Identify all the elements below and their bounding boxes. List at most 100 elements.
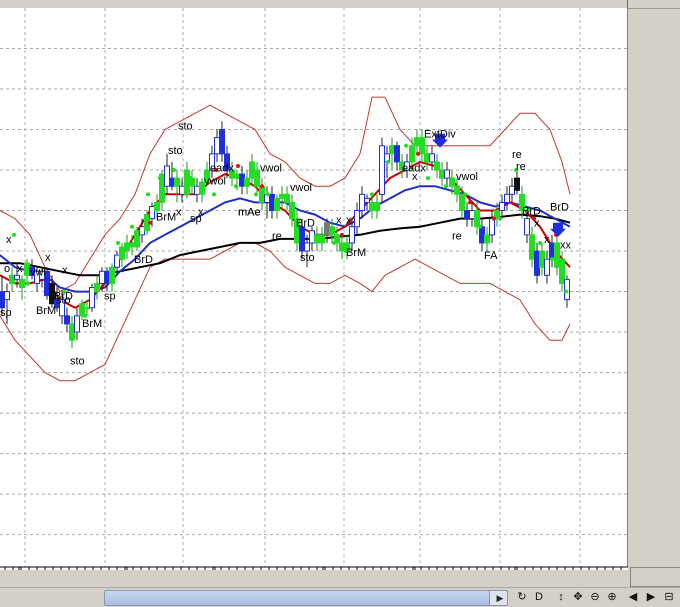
signal-dot-red (468, 200, 472, 205)
candle-body (104, 270, 110, 284)
horizontal-scrollbar[interactable]: ▶ (104, 590, 508, 606)
annotation-label: sp (104, 291, 116, 303)
arrow-down-marker (432, 133, 448, 148)
candle-body (374, 201, 380, 212)
signal-dot (172, 168, 176, 173)
annotation-label: BrM (36, 305, 56, 317)
candle-body (554, 242, 560, 268)
annotation-label: BrD (296, 218, 315, 230)
candle-body (309, 230, 315, 244)
candle-body (324, 222, 330, 236)
annotation-label: BrM (82, 318, 102, 330)
ma-long-line (0, 213, 571, 277)
zoom-in-icon[interactable]: ⊕ (607, 591, 617, 603)
annotation-label: sto (70, 355, 85, 367)
candle-body (319, 234, 325, 244)
candle-body (349, 226, 355, 244)
annotation-label: re (512, 149, 522, 161)
candle-body (279, 193, 285, 199)
scroll-right-arrow[interactable]: ▶ (496, 593, 504, 603)
candle-body (479, 226, 485, 244)
scrollbar-thumb[interactable] (105, 591, 490, 605)
annotation-label: BrM (346, 247, 366, 259)
candle-body (59, 299, 65, 317)
candle-body (249, 161, 255, 179)
candle-body (174, 177, 180, 187)
annotation-label: x (336, 214, 342, 226)
annotation-label: mAe (238, 206, 261, 218)
zoom-out-icon[interactable]: ⊖ (590, 591, 600, 603)
signal-dot (344, 249, 348, 254)
candle-body (24, 262, 30, 276)
scroll-right-icon[interactable]: ▶ (646, 591, 656, 603)
candle-body (419, 137, 425, 155)
signal-dot (116, 240, 120, 245)
candle-body (119, 246, 125, 260)
arrow-down-marker (550, 222, 566, 237)
signal-dot (426, 176, 430, 181)
candle-body (79, 303, 85, 317)
candle-body (304, 242, 310, 252)
annotation-label: re (516, 161, 526, 173)
signal-dot-red (236, 163, 240, 168)
restore-icon[interactable]: ⊟ (664, 591, 674, 603)
annotation-label: vwol (456, 171, 478, 183)
candle-body (369, 201, 375, 212)
annotation-label: re (272, 231, 282, 243)
signal-dot (188, 176, 192, 181)
annotation-label: x (534, 218, 540, 230)
signal-dot (332, 240, 336, 245)
candle-body (159, 173, 165, 203)
candle-body (364, 197, 370, 203)
candle-body (404, 161, 410, 171)
candle-body (529, 234, 535, 260)
scroll-left-icon[interactable]: ◀ (628, 591, 638, 603)
period-d-button[interactable]: D (535, 591, 543, 603)
annotation-label: x (17, 263, 23, 275)
candle-body (524, 218, 530, 236)
annotation-label: sto (178, 121, 193, 133)
annotation-label: x (412, 171, 418, 183)
candle-body (74, 315, 80, 333)
signal-dot (212, 192, 216, 197)
refresh-icon[interactable]: ↻ (517, 591, 527, 603)
annotation-label: BrD (550, 202, 569, 214)
candle-body (164, 165, 170, 187)
move-icon[interactable]: ✥ (573, 591, 583, 603)
candle-body (454, 185, 460, 195)
candle-body (504, 193, 510, 203)
candle-body (4, 291, 10, 301)
signal-dot-red (148, 220, 152, 225)
candle-body (204, 169, 210, 183)
candle-body (9, 274, 15, 284)
candle-body (209, 153, 215, 171)
signal-dot-red (492, 216, 496, 221)
vertical-resize-icon[interactable]: ↕ (558, 591, 564, 603)
signal-dot (463, 192, 467, 197)
signal-dot (254, 192, 258, 197)
annotation-label: x (6, 234, 12, 246)
signal-dot (498, 216, 502, 221)
candle-body (339, 242, 345, 252)
candle-body (19, 278, 25, 289)
signal-dot (130, 224, 134, 229)
candle-body (334, 234, 340, 244)
annotation-label: vwol (260, 163, 282, 175)
annotation-label: x (45, 252, 51, 264)
candle-body (124, 242, 130, 252)
signal-dot (404, 143, 408, 148)
candle-body (389, 145, 395, 155)
signal-dot-red (214, 168, 218, 173)
candle-body (154, 201, 160, 212)
candle-body (379, 145, 385, 195)
candle-body (549, 242, 555, 260)
candle-body (329, 226, 335, 236)
candle-body (359, 193, 365, 212)
annotation-label: FA (484, 250, 498, 262)
candle-body (94, 282, 100, 293)
annotation-label: re (452, 231, 462, 243)
annotation-label: x (544, 234, 550, 246)
candle-body (169, 177, 175, 187)
signal-dot (266, 192, 270, 197)
